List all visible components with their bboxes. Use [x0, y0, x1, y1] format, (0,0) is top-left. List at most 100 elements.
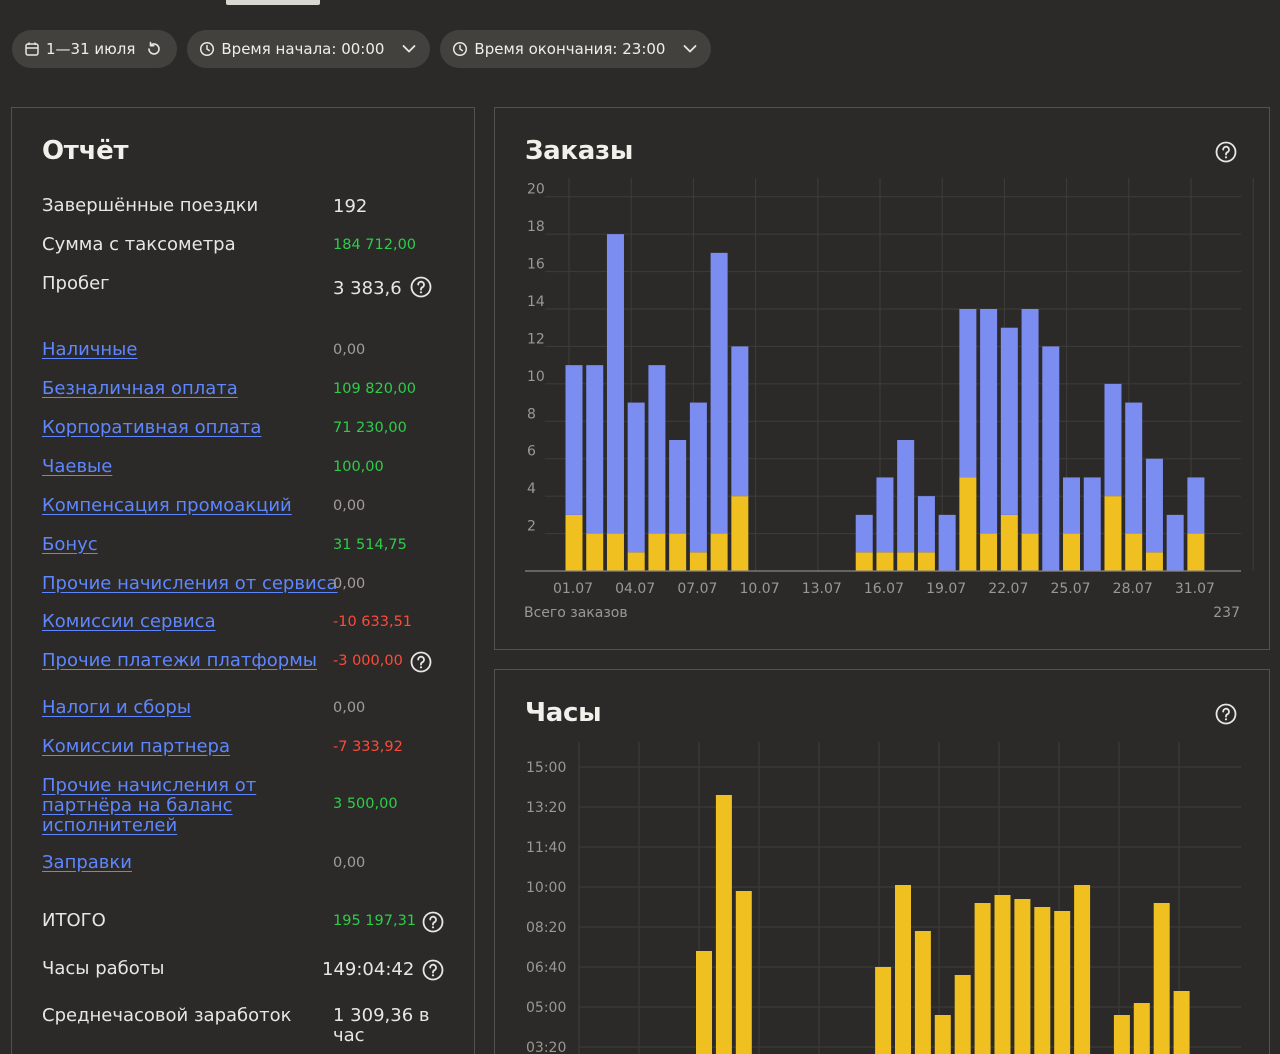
- orders-bar-segment[interactable]: [1145, 458, 1163, 553]
- hours-bar[interactable]: [914, 931, 931, 1054]
- orders-bar-segment[interactable]: [710, 533, 728, 571]
- report-row-link[interactable]: Прочие начисления от партнёра на баланс …: [42, 775, 257, 836]
- report-title: Отчёт: [42, 136, 129, 166]
- orders-bar-segment[interactable]: [855, 552, 873, 571]
- orders-bar-segment[interactable]: [1187, 533, 1205, 571]
- hours-bar[interactable]: [1173, 991, 1190, 1054]
- orders-bar-segment[interactable]: [627, 552, 645, 571]
- orders-bar-segment[interactable]: [648, 365, 666, 534]
- y-tick-label: 8: [527, 406, 536, 422]
- orders-bar-segment[interactable]: [1042, 346, 1060, 571]
- report-row-link[interactable]: Компенсация промоакций: [42, 495, 292, 516]
- hours-bar[interactable]: [1113, 1015, 1130, 1054]
- orders-bar-segment[interactable]: [1083, 477, 1101, 571]
- orders-bar-segment[interactable]: [1063, 477, 1081, 534]
- report-row-value: 100,00: [333, 459, 384, 475]
- orders-bar-segment[interactable]: [1104, 383, 1122, 497]
- report-row-link[interactable]: Комиссии сервиса: [42, 611, 216, 632]
- report-row-link[interactable]: Прочие платежи платформы: [42, 650, 318, 671]
- orders-bar-segment[interactable]: [980, 533, 998, 571]
- report-row-link[interactable]: Заправки: [42, 852, 132, 873]
- reset-icon[interactable]: [145, 40, 163, 58]
- y-tick-label: 2: [527, 519, 536, 535]
- hours-bar[interactable]: [696, 951, 712, 1054]
- orders-bar-segment[interactable]: [1000, 327, 1018, 515]
- orders-bar-segment[interactable]: [731, 346, 749, 497]
- hours-bar[interactable]: [735, 891, 752, 1054]
- orders-bar-segment[interactable]: [606, 533, 624, 571]
- active-tab-indicator: [226, 0, 320, 5]
- hours-bar[interactable]: [934, 1015, 951, 1054]
- orders-bar-segment[interactable]: [959, 309, 977, 478]
- orders-bar-segment[interactable]: [565, 365, 583, 515]
- orders-bar-segment[interactable]: [565, 514, 583, 571]
- hours-bar[interactable]: [1054, 911, 1071, 1054]
- report-row-link[interactable]: Корпоративная оплата: [42, 417, 262, 438]
- orders-bar-segment[interactable]: [1063, 533, 1081, 571]
- orders-bar-segment[interactable]: [1021, 533, 1039, 571]
- orders-bar-segment[interactable]: [731, 496, 749, 571]
- orders-bar-segment[interactable]: [855, 514, 873, 553]
- orders-bar-segment[interactable]: [897, 440, 915, 553]
- orders-bar-segment[interactable]: [689, 552, 707, 571]
- report-row-link[interactable]: Комиссии партнера: [42, 736, 230, 757]
- help-icon[interactable]: [410, 651, 432, 673]
- help-icon[interactable]: [422, 959, 444, 981]
- orders-bar-segment[interactable]: [669, 533, 687, 571]
- orders-bar-segment[interactable]: [1166, 514, 1184, 571]
- orders-bar-segment[interactable]: [606, 234, 624, 534]
- y-tick-label: 03:20: [526, 1040, 566, 1054]
- orders-bar-segment[interactable]: [917, 552, 935, 571]
- orders-bar-segment[interactable]: [1125, 402, 1143, 534]
- orders-bar-segment[interactable]: [1145, 552, 1163, 571]
- orders-bar-segment[interactable]: [876, 477, 894, 553]
- orders-bar-segment[interactable]: [938, 514, 956, 571]
- hours-bar[interactable]: [974, 903, 991, 1054]
- help-icon[interactable]: [1215, 141, 1237, 163]
- hours-bar[interactable]: [875, 967, 892, 1054]
- report-row-value: 195 197,31: [333, 913, 417, 929]
- orders-bar-segment[interactable]: [1000, 514, 1018, 571]
- hours-bar[interactable]: [954, 975, 971, 1054]
- orders-bar-segment[interactable]: [586, 533, 604, 571]
- hours-bar[interactable]: [1034, 907, 1051, 1054]
- hours-bar[interactable]: [994, 895, 1011, 1054]
- hours-bar[interactable]: [1153, 903, 1170, 1054]
- report-row-value: 0,00: [333, 700, 366, 716]
- orders-bar-segment[interactable]: [710, 252, 728, 534]
- report-row-link[interactable]: Прочие начисления от сервиса: [42, 573, 338, 594]
- hours-bar[interactable]: [1133, 1003, 1150, 1054]
- orders-bar-segment[interactable]: [1187, 477, 1205, 534]
- hours-bar[interactable]: [895, 885, 911, 1054]
- orders-bar-segment[interactable]: [876, 552, 894, 571]
- hours-bar[interactable]: [1014, 899, 1031, 1054]
- orders-bar-segment[interactable]: [689, 402, 707, 553]
- orders-bar-segment[interactable]: [627, 402, 645, 553]
- orders-bar-segment[interactable]: [980, 309, 998, 534]
- help-icon[interactable]: [410, 276, 432, 298]
- hours-bar[interactable]: [715, 795, 732, 1054]
- orders-bar-segment[interactable]: [669, 440, 687, 534]
- end-time-select[interactable]: Время окончания: 23:00: [440, 30, 712, 68]
- report-row-link[interactable]: Бонус: [42, 534, 98, 555]
- help-icon[interactable]: [422, 911, 444, 933]
- report-row-link[interactable]: Наличные: [42, 339, 138, 360]
- hours-title: Часы: [525, 698, 602, 728]
- chevron-down-icon: [402, 44, 416, 54]
- report-row-link[interactable]: Налоги и сборы: [42, 697, 192, 718]
- report-row-link[interactable]: Безналичная оплата: [42, 378, 238, 399]
- orders-bar-segment[interactable]: [1021, 309, 1039, 534]
- orders-bar-segment[interactable]: [959, 477, 977, 571]
- y-tick-label: 15:00: [526, 760, 566, 776]
- orders-bar-segment[interactable]: [1125, 533, 1143, 571]
- orders-bar-segment[interactable]: [586, 365, 604, 534]
- start-time-select[interactable]: Время начала: 00:00: [187, 30, 431, 68]
- date-range-chip[interactable]: 1—31 июля: [12, 30, 178, 68]
- orders-bar-segment[interactable]: [648, 533, 666, 571]
- orders-bar-segment[interactable]: [897, 552, 915, 571]
- orders-bar-segment[interactable]: [917, 496, 935, 553]
- report-row-link[interactable]: Чаевые: [42, 456, 113, 477]
- orders-bar-segment[interactable]: [1104, 496, 1122, 571]
- help-icon[interactable]: [1215, 703, 1237, 725]
- hours-bar[interactable]: [1074, 885, 1091, 1054]
